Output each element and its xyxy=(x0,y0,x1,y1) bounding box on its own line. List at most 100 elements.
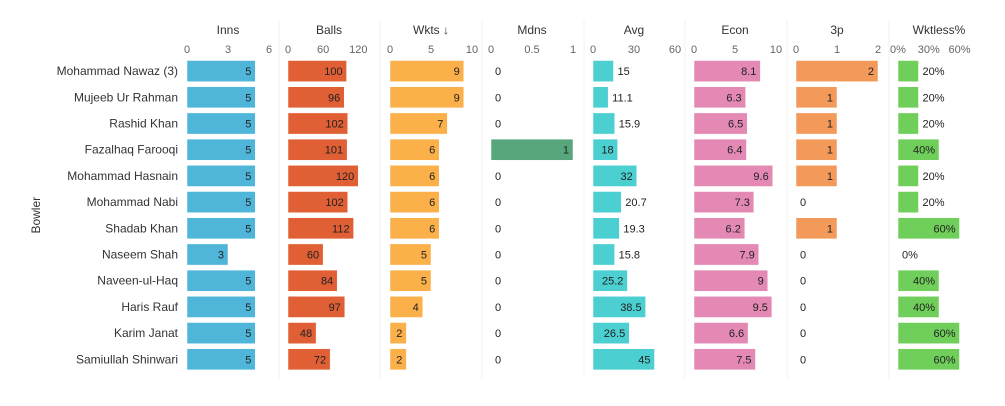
bar-threep xyxy=(795,165,838,187)
value-label-balls: 96 xyxy=(328,92,340,104)
bar-econ xyxy=(693,112,748,135)
bar-balls xyxy=(287,348,331,371)
value-label-mdns: 0 xyxy=(495,223,501,235)
bar-wktless xyxy=(897,217,960,240)
value-label-balls: 100 xyxy=(324,66,342,78)
bar-inns xyxy=(186,243,229,266)
bar-wkts xyxy=(389,217,440,240)
value-label-threep: 0 xyxy=(800,197,806,209)
bar-wkts xyxy=(389,165,440,187)
value-label-inns: 5 xyxy=(245,66,251,78)
value-label-econ: 8.1 xyxy=(741,66,756,78)
value-label-econ: 7.9 xyxy=(739,250,754,262)
tick-label: 5 xyxy=(428,44,434,56)
value-label-mdns: 0 xyxy=(495,328,501,340)
bar-avg xyxy=(592,322,630,344)
bar-wkts xyxy=(389,191,440,213)
panel-title-threep: 3p xyxy=(830,23,844,37)
bowler-label: Mohammad Hasnain xyxy=(67,169,178,183)
value-label-threep: 0 xyxy=(800,276,806,288)
bar-inns xyxy=(186,112,256,135)
y-axis-title: Bowler xyxy=(29,197,43,234)
value-label-avg: 15.8 xyxy=(619,250,640,262)
value-label-econ: 6.6 xyxy=(729,328,744,340)
bar-econ xyxy=(693,86,746,109)
bar-avg xyxy=(592,296,646,318)
bar-balls xyxy=(287,296,346,318)
bar-wkts xyxy=(389,138,440,161)
value-label-wkts: 6 xyxy=(429,197,435,209)
value-label-threep: 2 xyxy=(868,66,874,78)
value-label-wktless: 20% xyxy=(923,197,945,209)
bar-balls xyxy=(287,243,324,266)
bowler-label: Karim Janat xyxy=(114,326,179,340)
bar-wkts xyxy=(389,322,407,344)
bar-wktless xyxy=(897,348,960,371)
bar-wktless xyxy=(897,60,919,82)
bar-inns xyxy=(186,322,256,344)
value-label-balls: 84 xyxy=(321,276,333,288)
tick-label: 1 xyxy=(570,44,576,56)
bar-balls xyxy=(287,269,338,292)
value-label-balls: 112 xyxy=(332,223,350,235)
value-label-inns: 5 xyxy=(245,354,251,366)
value-label-econ: 9.6 xyxy=(753,171,768,183)
value-label-balls: 60 xyxy=(307,250,319,262)
bar-avg xyxy=(592,112,615,135)
tick-label: 0% xyxy=(890,44,906,56)
bar-wkts xyxy=(389,243,432,266)
value-label-wkts: 6 xyxy=(429,145,435,157)
bar-inns xyxy=(186,348,256,371)
value-label-wktless: 20% xyxy=(923,171,945,183)
value-label-mdns: 0 xyxy=(495,197,501,209)
value-label-inns: 5 xyxy=(245,171,251,183)
bar-inns xyxy=(186,217,256,240)
bar-wktless xyxy=(897,112,919,135)
value-label-econ: 6.5 xyxy=(728,119,743,131)
value-label-threep: 1 xyxy=(827,145,833,157)
bar-avg xyxy=(592,348,655,371)
value-label-econ: 6.3 xyxy=(726,92,741,104)
bar-wkts xyxy=(389,296,424,318)
tick-label: 60% xyxy=(948,44,970,56)
value-label-econ: 6.2 xyxy=(726,223,741,235)
value-label-inns: 5 xyxy=(245,119,251,131)
bar-balls xyxy=(287,322,317,344)
value-label-econ: 7.3 xyxy=(735,197,750,209)
bar-econ xyxy=(693,217,746,240)
value-label-wkts: 9 xyxy=(454,92,460,104)
value-label-wktless: 20% xyxy=(923,66,945,78)
bar-econ xyxy=(693,165,773,187)
value-label-threep: 0 xyxy=(800,302,806,314)
value-label-econ: 7.5 xyxy=(736,354,751,366)
value-label-avg: 15.9 xyxy=(619,119,640,131)
bar-balls xyxy=(287,138,348,161)
value-label-balls: 102 xyxy=(325,197,343,209)
value-label-mdns: 0 xyxy=(495,66,501,78)
bar-wktless xyxy=(897,269,940,292)
bar-wktless xyxy=(897,138,940,161)
value-label-threep: 0 xyxy=(800,328,806,340)
bar-econ xyxy=(693,138,747,161)
panel-title-wktless: Wktless% xyxy=(913,23,966,37)
value-label-inns: 5 xyxy=(245,92,251,104)
bowler-label: Fazalhaq Farooqi xyxy=(85,143,178,157)
bar-wktless xyxy=(897,322,960,344)
value-label-wkts: 6 xyxy=(429,171,435,183)
value-label-mdns: 0 xyxy=(495,276,501,288)
bar-wktless xyxy=(897,191,919,213)
value-label-threep: 1 xyxy=(827,119,833,131)
value-label-inns: 5 xyxy=(245,223,251,235)
value-label-inns: 3 xyxy=(218,250,224,262)
value-label-mdns: 0 xyxy=(495,250,501,262)
value-label-mdns: 1 xyxy=(563,145,569,157)
bar-econ xyxy=(693,191,755,213)
bar-mdns xyxy=(490,138,574,161)
bar-inns xyxy=(186,269,256,292)
value-label-avg: 45 xyxy=(638,354,650,366)
bar-avg xyxy=(592,191,622,213)
bar-threep xyxy=(795,60,879,82)
bar-econ xyxy=(693,60,761,82)
